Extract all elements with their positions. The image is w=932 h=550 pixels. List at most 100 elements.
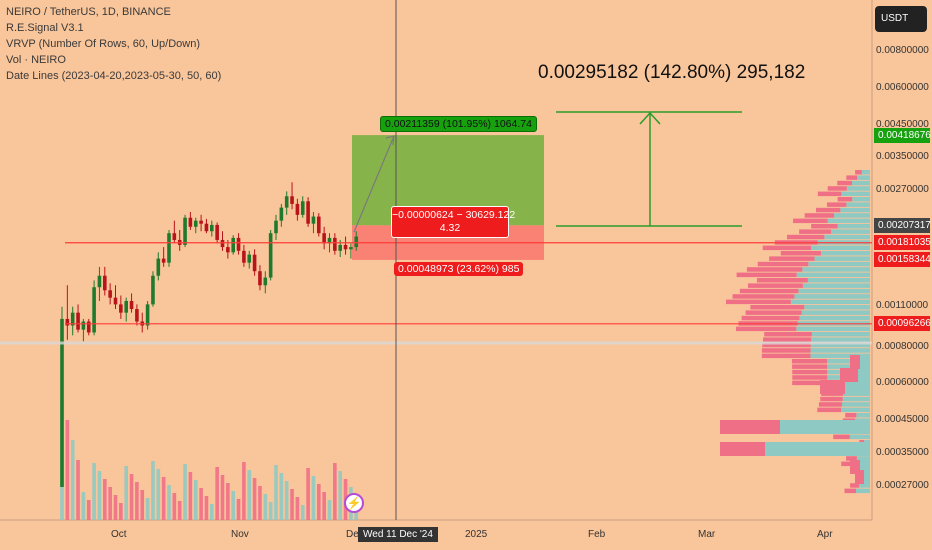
volume-bars [60, 400, 359, 520]
vp-row-up [860, 355, 870, 369]
volume-bar [113, 495, 118, 520]
candle-body [172, 233, 177, 240]
currency-button[interactable]: USDT [875, 6, 927, 32]
vp-row-up [798, 288, 870, 294]
vp-row-up [810, 342, 870, 348]
vp-row-up [820, 251, 870, 256]
vp-row-down [817, 191, 842, 197]
candle-body [295, 203, 300, 215]
volume-bar [70, 440, 75, 520]
vp-row-down [764, 332, 812, 337]
volume-bar [92, 463, 96, 520]
vp-row-down [845, 413, 857, 418]
volume-bar [119, 503, 123, 520]
volume-profile [720, 170, 870, 494]
vp-row-up [842, 396, 870, 402]
volume-bar [86, 500, 91, 520]
candle-body [300, 201, 305, 215]
vp-row-up [802, 267, 870, 272]
candle-body [236, 237, 241, 251]
vp-row-down [720, 420, 780, 434]
target-label: 0.00211359 (101.95%) 1064.74 [380, 116, 537, 132]
candle-body [65, 318, 70, 326]
indicator-date-lines[interactable]: Date Lines (2023-04-20,2023-05-30, 50, 6… [6, 70, 222, 82]
position-label: −0.00000624 − 30629.122 4.32 [391, 206, 515, 238]
candle-body [151, 275, 155, 305]
vp-row-up [852, 197, 870, 202]
vp-row-down [850, 460, 860, 474]
vp-row-up [856, 413, 870, 418]
flash-icon[interactable]: ⚡ [344, 493, 364, 513]
candle-body [81, 321, 86, 330]
vp-row-down [833, 434, 850, 440]
indicator-vrvp[interactable]: VRVP (Number Of Rows, 60, Up/Down) [6, 38, 200, 50]
price-scale-label: 0.00800000 [876, 45, 929, 56]
price-scale-label: 0.00027000 [876, 480, 929, 491]
candle-body [333, 237, 337, 251]
candle-body [231, 237, 235, 253]
volume-bar [333, 463, 337, 520]
vp-row-down [815, 207, 841, 213]
price-scale-label: 0.00080000 [876, 340, 929, 352]
volume-bar [306, 468, 310, 520]
candle-body [226, 247, 230, 253]
vp-row-down [756, 278, 808, 283]
vp-row-up [808, 261, 870, 267]
vp-row-up [858, 368, 870, 382]
volume-bar [188, 472, 193, 520]
symbol-title[interactable]: NEIRO / TetherUS, 1D, BINANCE [6, 6, 171, 18]
volume-bar [300, 505, 305, 520]
vp-row-up [794, 294, 870, 299]
vp-row-up [855, 488, 870, 494]
vp-row-down [855, 170, 862, 175]
price-scale-label: 0.00600000 [876, 81, 929, 93]
volume-bar [258, 486, 262, 520]
candle-body [220, 239, 225, 248]
vp-row-down [846, 456, 857, 461]
vp-row-up [827, 218, 870, 224]
vp-row-up [864, 470, 870, 484]
candle-body [70, 312, 75, 326]
vp-row-down [820, 380, 845, 394]
candle-body [338, 244, 342, 251]
vp-row-up [851, 180, 870, 186]
volume-bar [242, 462, 246, 520]
vp-row-up [810, 245, 870, 251]
vp-row-up [790, 299, 870, 305]
vp-row-down [792, 364, 828, 369]
vp-row-down [736, 272, 797, 278]
vp-row-up [837, 224, 870, 229]
volume-bar [274, 465, 278, 520]
volume-bar [263, 494, 268, 520]
vp-row-down [855, 470, 864, 484]
volume-bar [226, 483, 230, 520]
volume-bar [204, 496, 209, 520]
indicator-re-signal[interactable]: R.E.Signal V3.1 [6, 22, 84, 34]
vp-row-down [827, 186, 847, 191]
vp-row-down [732, 294, 795, 299]
volume-bar [338, 471, 342, 520]
indicator-volume[interactable]: Vol · NEIRO [6, 54, 66, 66]
candle-body [322, 233, 326, 244]
volume-bar [140, 490, 145, 520]
volume-bar [322, 492, 326, 520]
vp-row-down [762, 342, 811, 348]
candle-body [188, 217, 193, 227]
vp-row-down [792, 375, 828, 380]
volume-bar [167, 485, 171, 520]
candle-body [156, 258, 161, 276]
vp-row-up [827, 364, 870, 369]
candle-body [161, 258, 166, 263]
vp-row-down [736, 326, 797, 332]
time-axis-label: 2025 [465, 529, 488, 540]
candle-body [135, 309, 139, 322]
volume-bar [76, 460, 80, 520]
volume-bar [97, 471, 102, 520]
vp-row-up [796, 326, 870, 332]
vp-row-down [792, 380, 828, 386]
vp-row-down [850, 483, 860, 488]
candle-body [86, 321, 91, 333]
vp-row-up [849, 434, 870, 440]
vp-row-down [739, 288, 799, 294]
